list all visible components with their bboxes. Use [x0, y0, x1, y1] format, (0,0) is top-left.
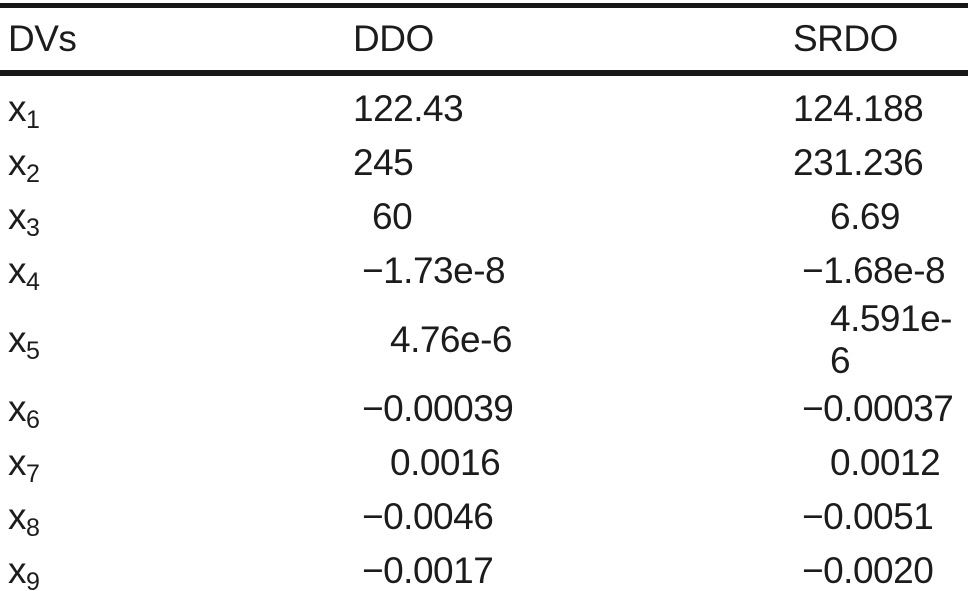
table-header: DVs DDO SRDO — [0, 5, 968, 76]
srdo-value: −1.68e-8 — [802, 250, 946, 291]
dv-subscript: 7 — [26, 460, 40, 488]
row-label-x2: x2 — [0, 136, 353, 190]
row-label-x6: x6 — [0, 382, 353, 436]
ddo-value: 122.43 — [353, 88, 464, 129]
srdo-value: −0.00037 — [802, 388, 954, 429]
ddo-value: −0.0046 — [362, 496, 494, 537]
dv-symbol: x — [8, 196, 27, 237]
cell-srdo-x6: −0.00037 — [793, 382, 968, 436]
table-row-x7: x7 0.0016 0.0012 — [0, 436, 968, 490]
srdo-value: −0.0020 — [802, 550, 934, 591]
cell-srdo-x5: 4.591e-6 — [793, 298, 968, 382]
dv-subscript: 6 — [26, 406, 40, 434]
cell-ddo-x4: −1.73e-8 — [353, 244, 793, 298]
row-label-x1: x1 — [0, 73, 353, 136]
table-row-x1: x1 122.43 124.188 — [0, 73, 968, 136]
dv-symbol: x — [8, 496, 27, 537]
srdo-value: 0.0012 — [830, 442, 941, 483]
dv-subscript: 4 — [26, 268, 40, 296]
cell-ddo-x9: −0.0017 — [353, 544, 793, 591]
srdo-value: 231.236 — [793, 142, 924, 183]
cell-ddo-x3: 60 — [353, 190, 793, 244]
dv-symbol: x — [8, 142, 27, 183]
ddo-value: 245 — [353, 142, 414, 183]
cell-ddo-x1: 122.43 — [353, 73, 793, 136]
cell-srdo-x4: −1.68e-8 — [793, 244, 968, 298]
dv-symbol: x — [8, 250, 27, 291]
ddo-value: −0.00039 — [362, 388, 514, 429]
table-row-x6: x6 −0.00039 −0.00037 — [0, 382, 968, 436]
srdo-value: 4.591e-6 — [830, 298, 953, 381]
row-label-x3: x3 — [0, 190, 353, 244]
row-label-x8: x8 — [0, 490, 353, 544]
dv-symbol: x — [8, 550, 27, 591]
cell-srdo-x7: 0.0012 — [793, 436, 968, 490]
column-header-ddo: DDO — [353, 5, 793, 76]
cell-ddo-x8: −0.0046 — [353, 490, 793, 544]
srdo-value: 124.188 — [793, 88, 924, 129]
dv-subscript: 5 — [26, 337, 40, 365]
table-row-x8: x8 −0.0046 −0.0051 — [0, 490, 968, 544]
ddo-value: 60 — [372, 196, 413, 237]
dv-subscript: 1 — [26, 106, 40, 134]
ddo-value: −1.73e-8 — [362, 250, 506, 291]
dv-subscript: 8 — [26, 514, 40, 542]
cell-ddo-x2: 245 — [353, 136, 793, 190]
table-row-x3: x3 60 6.69 — [0, 190, 968, 244]
dv-symbol: x — [8, 442, 27, 483]
ddo-value: 0.0016 — [390, 442, 501, 483]
ddo-value: 4.76e-6 — [390, 319, 513, 360]
row-label-x9: x9 — [0, 544, 353, 591]
dv-subscript: 3 — [26, 214, 40, 242]
row-label-x7: x7 — [0, 436, 353, 490]
dv-subscript: 9 — [26, 568, 40, 591]
dv-symbol: x — [8, 388, 27, 429]
cell-srdo-x2: 231.236 — [793, 136, 968, 190]
cell-srdo-x9: −0.0020 — [793, 544, 968, 591]
srdo-value: −0.0051 — [802, 496, 934, 537]
cell-srdo-x1: 124.188 — [793, 73, 968, 136]
dv-symbol: x — [8, 88, 27, 129]
table-row-x2: x2 245 231.236 — [0, 136, 968, 190]
cell-ddo-x7: 0.0016 — [353, 436, 793, 490]
header-row: DVs DDO SRDO — [0, 5, 968, 76]
table-row-x5: x5 4.76e-6 4.591e-6 — [0, 298, 968, 382]
row-label-x5: x5 — [0, 298, 353, 382]
cell-ddo-x5: 4.76e-6 — [353, 298, 793, 382]
table-row-x4: x4 −1.73e-8 −1.68e-8 — [0, 244, 968, 298]
column-header-dvs: DVs — [0, 5, 353, 76]
results-table: DVs DDO SRDO x1 122.43 124.188 x2 245 23… — [0, 3, 968, 591]
cell-srdo-x3: 6.69 — [793, 190, 968, 244]
ddo-value: −0.0017 — [362, 550, 494, 591]
table-row-x9: x9 −0.0017 −0.0020 — [0, 544, 968, 591]
column-header-srdo: SRDO — [793, 5, 968, 76]
cell-ddo-x6: −0.00039 — [353, 382, 793, 436]
row-label-x4: x4 — [0, 244, 353, 298]
srdo-value: 6.69 — [830, 196, 901, 237]
dv-symbol: x — [8, 319, 27, 360]
cell-srdo-x8: −0.0051 — [793, 490, 968, 544]
dv-subscript: 2 — [26, 160, 40, 188]
table-body: x1 122.43 124.188 x2 245 231.236 x3 60 6… — [0, 73, 968, 591]
